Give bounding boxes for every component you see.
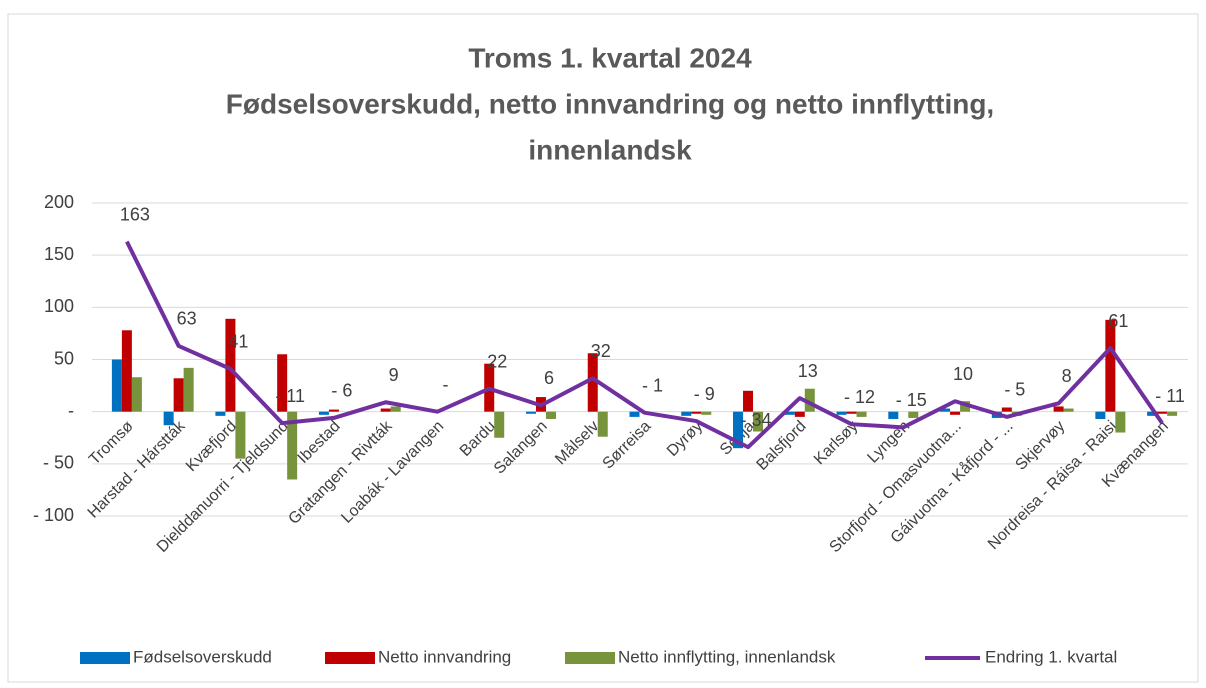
bar bbox=[390, 406, 401, 412]
bar bbox=[743, 390, 754, 412]
bar bbox=[287, 411, 298, 480]
data-label: 32 bbox=[591, 341, 611, 361]
data-label: 8 bbox=[1062, 366, 1072, 386]
bar bbox=[587, 353, 598, 412]
y-tick-label: 50 bbox=[54, 348, 74, 368]
bar bbox=[1053, 406, 1064, 412]
bar bbox=[494, 411, 505, 438]
bar bbox=[804, 388, 815, 412]
bar bbox=[1095, 411, 1106, 419]
data-label: - 1 bbox=[642, 375, 663, 395]
data-label: 6 bbox=[544, 368, 554, 388]
legend-label: Netto innflytting, innenlandsk bbox=[618, 647, 836, 666]
bar bbox=[836, 411, 847, 415]
data-label: - 11 bbox=[1155, 386, 1185, 406]
bar bbox=[691, 411, 702, 414]
chart-title: Fødselsoverskudd, netto innvandring og n… bbox=[226, 88, 994, 119]
bar bbox=[940, 408, 951, 412]
bar bbox=[277, 354, 288, 412]
data-label: 13 bbox=[798, 361, 818, 381]
bar bbox=[794, 411, 805, 417]
bar bbox=[908, 411, 919, 418]
chart-title: Troms 1. kvartal 2024 bbox=[468, 42, 752, 73]
bar bbox=[1167, 411, 1178, 416]
bar bbox=[131, 377, 142, 412]
data-label: 61 bbox=[1108, 311, 1128, 331]
bar bbox=[183, 367, 194, 412]
bar bbox=[1063, 408, 1074, 412]
legend-swatch bbox=[325, 652, 375, 664]
y-tick-label: 150 bbox=[44, 244, 74, 264]
y-tick-label: - 100 bbox=[33, 505, 74, 525]
bar bbox=[235, 411, 246, 459]
bar bbox=[753, 411, 764, 432]
data-label: 41 bbox=[228, 332, 248, 352]
bar bbox=[846, 411, 857, 414]
data-label: 22 bbox=[487, 351, 507, 371]
data-label: - 15 bbox=[896, 390, 927, 410]
data-label: - 12 bbox=[844, 387, 875, 407]
line bbox=[125, 240, 1164, 450]
bar bbox=[111, 359, 122, 412]
legend-label: Endring 1. kvartal bbox=[985, 647, 1117, 666]
legend-label: Netto innvandring bbox=[378, 647, 511, 666]
legend-label: Fødselsoverskudd bbox=[133, 647, 272, 666]
data-label: - 11 bbox=[275, 386, 305, 406]
bar bbox=[1147, 411, 1158, 416]
y-tick-label: 100 bbox=[44, 296, 74, 316]
bar bbox=[784, 411, 795, 415]
bar bbox=[545, 411, 556, 419]
bar bbox=[121, 330, 132, 412]
data-label: 63 bbox=[177, 309, 197, 329]
chart-title: innenlandsk bbox=[528, 134, 692, 165]
bar bbox=[1157, 411, 1168, 414]
y-tick-label: - 50 bbox=[43, 453, 74, 473]
bar bbox=[856, 411, 867, 417]
bar bbox=[173, 378, 184, 412]
bar bbox=[681, 411, 692, 416]
y-tick-label: 200 bbox=[44, 192, 74, 212]
bar bbox=[1115, 411, 1126, 433]
data-label: 10 bbox=[953, 364, 973, 384]
data-label: 9 bbox=[389, 365, 399, 385]
bar bbox=[888, 411, 899, 419]
legend-swatch bbox=[565, 652, 615, 664]
legend-swatch bbox=[80, 652, 130, 664]
bar bbox=[525, 411, 536, 414]
bar bbox=[328, 409, 339, 412]
bar bbox=[318, 411, 329, 415]
bar bbox=[960, 401, 971, 412]
bar bbox=[1105, 319, 1116, 412]
bar bbox=[215, 411, 226, 416]
data-label: - 6 bbox=[331, 381, 352, 401]
data-label: - 34 bbox=[741, 410, 772, 430]
chart-border bbox=[7, 13, 1199, 683]
data-label: - 9 bbox=[694, 384, 715, 404]
data-label: - bbox=[442, 374, 448, 394]
bar bbox=[163, 411, 174, 426]
y-tick-label: - bbox=[68, 400, 74, 420]
bar bbox=[380, 408, 391, 412]
bar bbox=[225, 318, 236, 412]
bar bbox=[950, 411, 961, 415]
bar bbox=[1001, 407, 1012, 412]
data-label: - 5 bbox=[1004, 380, 1025, 400]
bar bbox=[733, 411, 744, 449]
bar bbox=[629, 411, 640, 417]
data-label: 163 bbox=[120, 204, 150, 224]
bar bbox=[597, 411, 608, 437]
bar bbox=[701, 411, 712, 415]
